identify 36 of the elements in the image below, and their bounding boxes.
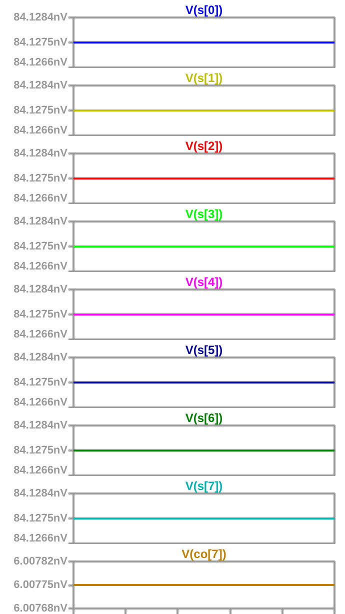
- chart-title: V(s[1]): [185, 71, 223, 85]
- y-tick-label: 84.1275nV: [14, 376, 68, 388]
- chart-title: V(s[6]): [185, 411, 223, 425]
- y-tick-label: 84.1284nV: [14, 420, 68, 432]
- chart-title: V(s[4]): [185, 275, 223, 289]
- y-tick-label: 84.1275nV: [14, 104, 68, 116]
- y-tick-label: 84.1284nV: [14, 80, 68, 92]
- chart-title: V(s[7]): [185, 479, 223, 493]
- y-tick-label: 84.1275nV: [14, 512, 68, 524]
- chart-title: V(s[2]): [185, 139, 223, 153]
- y-tick-label: 84.1266nV: [14, 260, 68, 272]
- y-tick-label: 6.00782nV: [14, 556, 68, 568]
- y-tick-label: 6.00768nV: [14, 602, 68, 614]
- y-tick-label: 84.1275nV: [14, 444, 68, 456]
- y-tick-label: 84.1275nV: [14, 172, 68, 184]
- y-tick-label: 84.1266nV: [14, 124, 68, 136]
- chart-title: V(s[3]): [185, 207, 223, 221]
- y-tick-label: 84.1266nV: [14, 464, 68, 476]
- y-tick-label: 84.1275nV: [14, 308, 68, 320]
- chart-title: V(co[7]): [182, 547, 226, 561]
- y-tick-label: 84.1266nV: [14, 328, 68, 340]
- chart-title: V(s[0]): [185, 3, 223, 17]
- y-tick-label: 84.1284nV: [14, 12, 68, 24]
- y-tick-label: 6.00775nV: [14, 579, 68, 591]
- y-tick-label: 84.1284nV: [14, 216, 68, 228]
- y-tick-label: 84.1284nV: [14, 488, 68, 500]
- y-tick-label: 84.1275nV: [14, 240, 68, 252]
- y-tick-label: 84.1266nV: [14, 532, 68, 544]
- y-tick-label: 84.1284nV: [14, 352, 68, 364]
- y-tick-label: 84.1284nV: [14, 284, 68, 296]
- y-tick-label: 84.1275nV: [14, 36, 68, 48]
- y-tick-label: 84.1266nV: [14, 56, 68, 68]
- y-tick-label: 84.1266nV: [14, 192, 68, 204]
- y-tick-label: 84.1284nV: [14, 148, 68, 160]
- chart-title: V(s[5]): [185, 343, 223, 357]
- y-tick-label: 84.1266nV: [14, 396, 68, 408]
